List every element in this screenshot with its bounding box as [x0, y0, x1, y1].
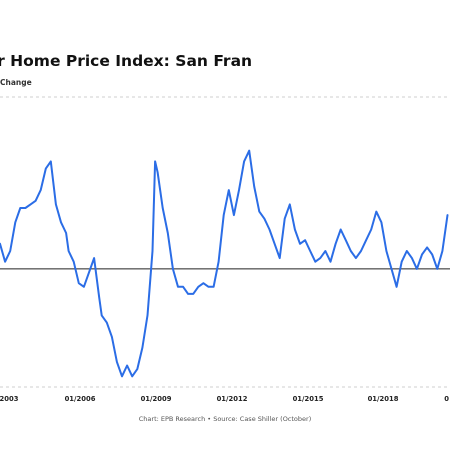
chart-title: ller Home Price Index: San Fran	[0, 52, 253, 70]
x-tick-label: 2003	[0, 395, 19, 403]
chart-source-caption: Chart: EPB Research • Source: Case Shill…	[138, 415, 312, 423]
chart-subtitle: ized Change	[0, 78, 32, 87]
x-axis-ticks: 2003 01/2006 01/2009 01/2012 01/2015 01/2018 0	[0, 395, 449, 403]
x-tick-label: 0	[444, 395, 449, 403]
x-tick-label: 01/2012	[217, 395, 248, 403]
x-tick-label: 01/2015	[293, 395, 324, 403]
x-tick-label: 01/2009	[141, 395, 172, 403]
series-line	[0, 149, 449, 378]
x-tick-label: 01/2018	[368, 395, 399, 403]
x-tick-label: 01/2006	[65, 395, 96, 403]
